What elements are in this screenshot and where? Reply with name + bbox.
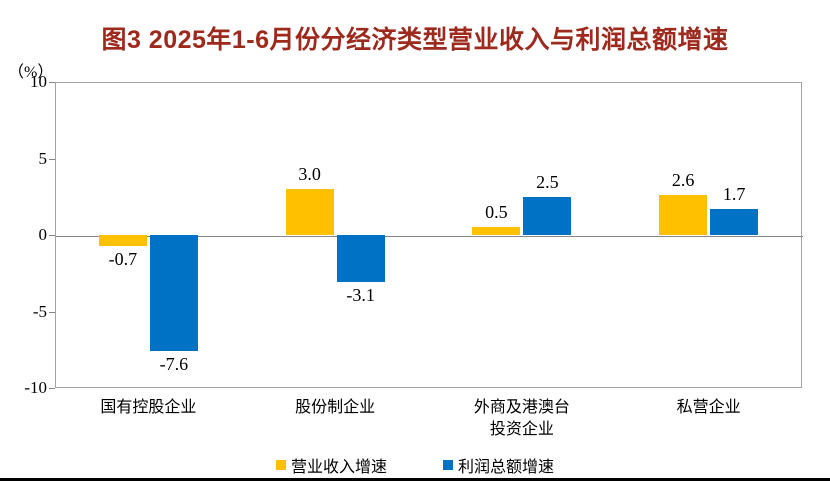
- y-axis-tick-mark: [49, 82, 55, 83]
- y-axis-unit-label: （%）: [8, 64, 54, 81]
- y-axis-tick-label: 0: [38, 225, 48, 244]
- y-axis-tick-mark: [49, 158, 55, 160]
- bar-利润总额增速-私营企业: [710, 208, 759, 235]
- y-axis-tick-mark: [49, 311, 55, 313]
- bar-营业收入增速-国有控股企业: [98, 235, 147, 246]
- legend-swatch-icon: [275, 460, 286, 470]
- bar-value-label: 0.5: [485, 202, 508, 223]
- bar-营业收入增速-外商及港澳台投资企业: [472, 227, 521, 235]
- legend-item-利润总额增速: 利润总额增速: [443, 453, 554, 477]
- bar-value-label: -3.1: [346, 285, 375, 306]
- legend: 营业收入增速 利润总额增速: [0, 453, 830, 477]
- y-axis-tick-label: 5: [38, 148, 48, 168]
- legend-swatch-icon: [443, 460, 453, 470]
- bar-利润总额增速-股份制企业: [336, 235, 385, 283]
- bottom-rule: [0, 478, 830, 481]
- y-axis-tick-mark: [49, 388, 55, 389]
- category-label: 私营企业: [676, 399, 741, 416]
- bar-value-label: 1.7: [722, 183, 746, 204]
- legend-label: 营业收入增速: [290, 459, 387, 476]
- legend-label: 利润总额增速: [458, 459, 555, 476]
- bar-利润总额增速-外商及港澳台投资企业: [523, 196, 572, 235]
- chart-title: 图3 2025年1-6月份分经济类型营业收入与利润总额增速: [101, 26, 729, 54]
- y-axis-tick-mark: [49, 235, 55, 236]
- legend-item-营业收入增速: 营业收入增速: [275, 453, 387, 477]
- y-axis-tick-label: 10: [30, 72, 47, 91]
- category-label: 国有控股企业: [100, 399, 197, 416]
- bar-value-label: 3.0: [298, 164, 321, 185]
- bar-利润总额增速-国有控股企业: [149, 235, 198, 352]
- bar-value-label: -0.7: [108, 248, 138, 269]
- bar-营业收入增速-私营企业: [659, 195, 708, 235]
- category-label: 股份制企业: [295, 399, 376, 416]
- category-label: 外商及港澳台 投资企业: [473, 399, 570, 438]
- zero-line: [56, 236, 803, 237]
- bar-value-label: 2.5: [536, 171, 559, 192]
- y-axis-tick-label: -5: [32, 301, 47, 321]
- y-axis-tick-label: -10: [24, 378, 47, 397]
- bar-value-label: 2.6: [671, 170, 695, 191]
- bar-营业收入增速-股份制企业: [285, 189, 334, 235]
- bar-value-label: -7.6: [159, 354, 189, 375]
